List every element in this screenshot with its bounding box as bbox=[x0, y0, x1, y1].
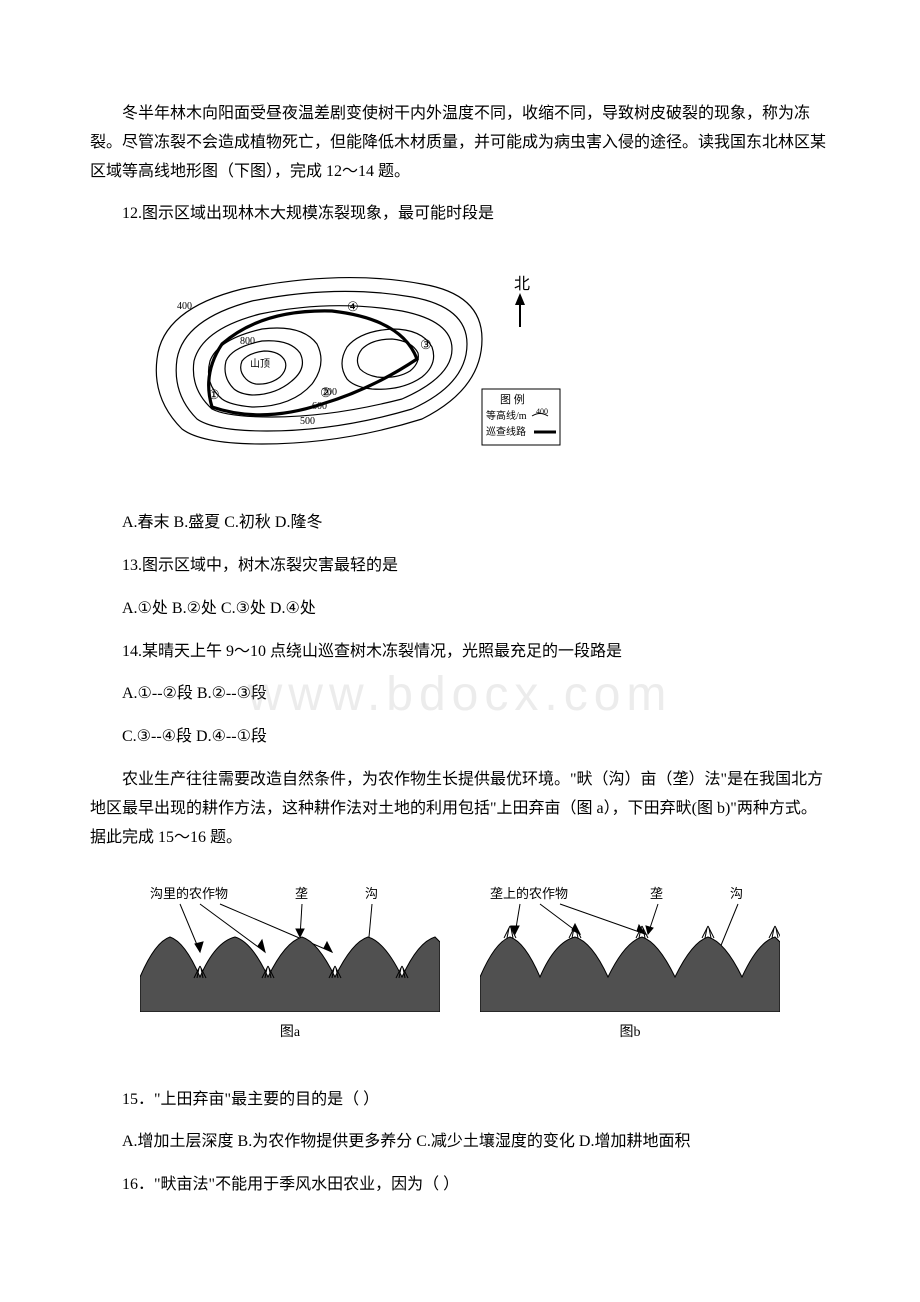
fig-a-furrow-label: 沟 bbox=[365, 886, 378, 901]
svg-text:图 例: 图 例 bbox=[500, 392, 525, 406]
fig-b-crop-label: 垄上的农作物 bbox=[490, 886, 568, 901]
north-arrow: 北 bbox=[514, 275, 530, 327]
contour-label-400: 400 bbox=[177, 301, 192, 312]
fig-a-crop-label: 沟里的农作物 bbox=[150, 886, 228, 901]
fig-a-ridge-label: 垄 bbox=[295, 886, 308, 901]
contour-map-svg: 400 500 600 700 800 山顶 ① ② ③ ④ 北 图 例 等高线… bbox=[122, 249, 562, 479]
furrow-figure-pair: 沟里的农作物 垄 沟 图a bbox=[90, 882, 830, 1045]
peak-label: 山顶 bbox=[250, 358, 270, 370]
q13-options: A.①处 B.②处 C.③处 D.④处 bbox=[90, 595, 830, 624]
point-2: ② bbox=[320, 385, 332, 400]
figure-a-svg: 沟里的农作物 垄 沟 bbox=[140, 882, 440, 1012]
q12-stem: 12.图示区域出现林木大规模冻裂现象，最可能时段是 bbox=[90, 200, 830, 229]
intro2-paragraph: 农业生产往往需要改造自然条件，为农作物生长提供最优环境。"畎（沟）亩（垄）法"是… bbox=[90, 766, 830, 852]
figure-a-caption: 图a bbox=[280, 1020, 300, 1045]
figure-b-svg: 垄上的农作物 垄 沟 bbox=[480, 882, 780, 1012]
fig-b-furrow-label: 沟 bbox=[730, 886, 743, 901]
intro-paragraph: 冬半年林木向阳面受昼夜温差剧变使树干内外温度不同，收缩不同，导致树皮破裂的现象，… bbox=[90, 100, 830, 186]
map-legend: 图 例 等高线/m 400 巡查线路 bbox=[482, 389, 560, 445]
figure-b: 垄上的农作物 垄 沟 图b bbox=[480, 882, 780, 1045]
point-1: ① bbox=[208, 387, 220, 402]
svg-text:400: 400 bbox=[536, 407, 548, 416]
svg-text:巡查线路: 巡查线路 bbox=[486, 425, 526, 438]
contour-map-figure: 400 500 600 700 800 山顶 ① ② ③ ④ 北 图 例 等高线… bbox=[122, 249, 830, 479]
svg-text:北: 北 bbox=[514, 275, 530, 293]
q16-stem: 16．"畎亩法"不能用于季风水田农业，因为（ ） bbox=[90, 1171, 830, 1200]
contour-label-600: 600 bbox=[312, 401, 327, 412]
q14-options-line1: A.①--②段 B.②--③段 bbox=[90, 680, 830, 709]
point-3: ③ bbox=[420, 337, 432, 352]
q14-stem: 14.某晴天上午 9～10 点绕山巡查树木冻裂情况，光照最充足的一段路是 bbox=[90, 638, 830, 667]
fig-b-ridge-label: 垄 bbox=[650, 886, 663, 901]
figure-a: 沟里的农作物 垄 沟 图a bbox=[140, 882, 440, 1045]
q15-options: A.增加土层深度 B.为农作物提供更多养分 C.减少土壤湿度的变化 D.增加耕地… bbox=[90, 1128, 830, 1157]
figure-b-caption: 图b bbox=[620, 1020, 641, 1045]
q12-options: A.春末 B.盛夏 C.初秋 D.隆冬 bbox=[90, 509, 830, 538]
q13-stem: 13.图示区域中，树木冻裂灾害最轻的是 bbox=[90, 552, 830, 581]
contour-label-800: 800 bbox=[240, 336, 255, 347]
contour-label-500: 500 bbox=[300, 416, 315, 427]
q15-stem: 15．"上田弃亩"最主要的目的是（ ） bbox=[90, 1086, 830, 1115]
svg-text:等高线/m: 等高线/m bbox=[486, 409, 527, 422]
point-4: ④ bbox=[347, 299, 359, 314]
q14-options-line2: C.③--④段 D.④--①段 bbox=[90, 723, 830, 752]
